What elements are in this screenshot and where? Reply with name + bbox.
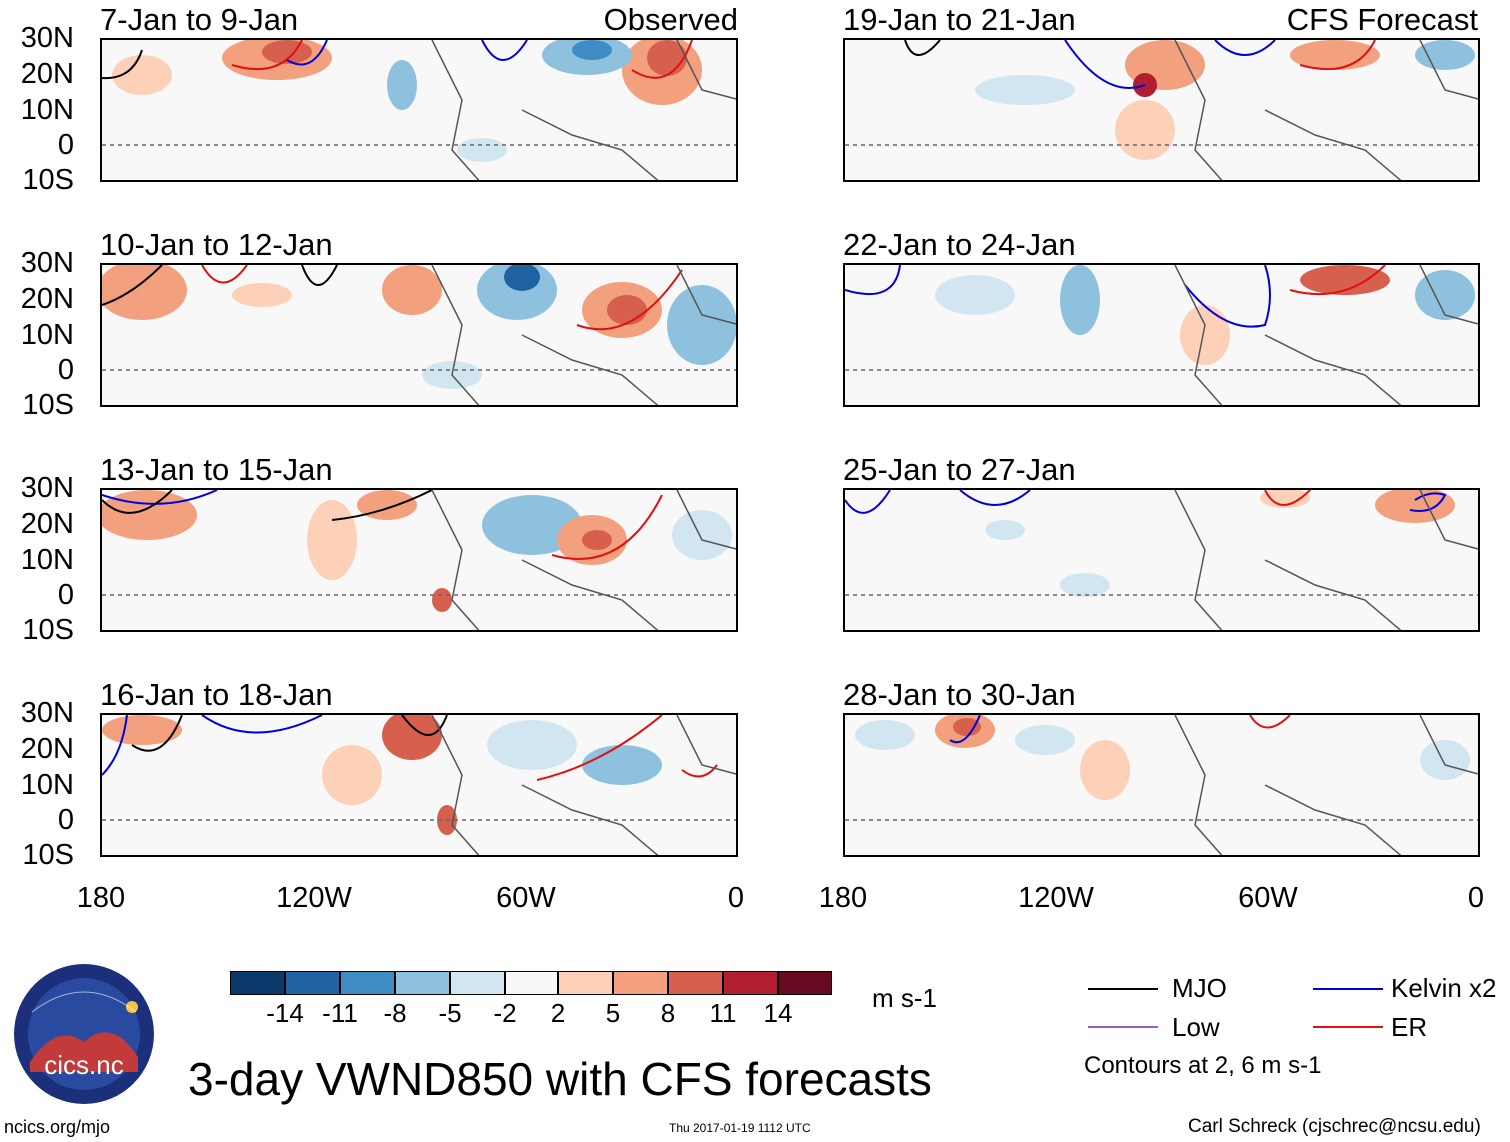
lon-label: 120W <box>1018 882 1094 914</box>
lat-label: 0 <box>57 804 74 836</box>
lon-label: 120W <box>276 882 352 914</box>
lat-label: 30N <box>20 472 74 504</box>
lat-label: 0 <box>57 129 74 161</box>
lat-label: 30N <box>20 247 74 279</box>
wind-map <box>100 713 738 857</box>
colorbar-swatch <box>450 971 505 995</box>
colorbar-swatch <box>778 971 832 995</box>
lat-label: 10N <box>20 319 74 351</box>
footer-author: Carl Schreck (cjschrec@ncsu.edu) <box>1188 1116 1481 1137</box>
colorbar-label: 2 <box>550 998 566 1028</box>
colorbar-swatch <box>340 971 395 995</box>
lat-label: 0 <box>57 354 74 386</box>
wind-map <box>100 263 738 407</box>
lon-label: 180 <box>76 882 126 914</box>
colorbar-label: -14 <box>266 998 304 1028</box>
lat-label: 10S <box>22 839 74 871</box>
lat-label: 20N <box>20 508 74 540</box>
legend-label-kelvin: Kelvin x2 <box>1391 973 1497 1003</box>
colorbar-swatch <box>558 971 613 995</box>
colorbar-label: 5 <box>605 998 621 1028</box>
colorbar-swatch <box>613 971 668 995</box>
wind-map <box>843 713 1480 857</box>
lon-label: 180 <box>818 882 868 914</box>
lat-label: 10N <box>20 94 74 126</box>
lat-label: 10N <box>20 544 74 576</box>
legend-swatch-mjo <box>1088 988 1158 990</box>
wind-map <box>843 488 1480 632</box>
panel-date-range: 13-Jan to 15-Jan <box>100 452 333 487</box>
legend-swatch-kelvin <box>1313 988 1383 990</box>
colorbar-label: -5 <box>438 998 462 1028</box>
panel-date-range: 10-Jan to 12-Jan <box>100 227 333 262</box>
forecast-label: CFS Forecast <box>1286 2 1478 37</box>
colorbar-label: 14 <box>763 998 793 1028</box>
wind-map <box>843 38 1480 182</box>
lat-label: 10N <box>20 769 74 801</box>
lon-label: 0 <box>727 882 745 914</box>
colorbar-swatch <box>395 971 450 995</box>
legend-label-mjo: MJO <box>1172 973 1227 1003</box>
lon-label: 60W <box>496 882 556 914</box>
colorbar-swatch <box>285 971 340 995</box>
legend-swatch-low <box>1088 1026 1158 1028</box>
footer-timestamp: Thu 2017-01-19 1112 UTC <box>669 1121 811 1135</box>
wind-map <box>843 263 1480 407</box>
panel-date-range: 22-Jan to 24-Jan <box>843 227 1076 262</box>
wind-map <box>100 38 738 182</box>
legend-swatch-er <box>1313 1026 1383 1028</box>
main-title: 3-day VWND850 with CFS forecasts <box>188 1053 932 1105</box>
contour-note: Contours at 2, 6 m s-1 <box>1084 1052 1322 1079</box>
lat-label: 20N <box>20 58 74 90</box>
lat-label: 30N <box>20 697 74 729</box>
panel-date-range: 25-Jan to 27-Jan <box>843 452 1076 487</box>
lat-label: 10S <box>22 389 74 421</box>
lon-label: 60W <box>1238 882 1298 914</box>
panel-date-range: 28-Jan to 30-Jan <box>843 677 1076 712</box>
cics-logo: cics.nc <box>12 962 156 1106</box>
panel-date-range: 19-Jan to 21-Jan <box>843 2 1076 37</box>
colorbar-label: -8 <box>383 998 407 1028</box>
legend-label-er: ER <box>1391 1012 1428 1042</box>
colorbar-label: 8 <box>660 998 676 1028</box>
colorbar-swatch <box>668 971 723 995</box>
panel-date-range: 16-Jan to 18-Jan <box>100 677 333 712</box>
colorbar-swatch <box>505 971 558 995</box>
logo-text: cics.nc <box>44 1050 123 1080</box>
lat-label: 30N <box>20 22 74 54</box>
colorbar-label: -2 <box>493 998 517 1028</box>
lat-label: 20N <box>20 733 74 765</box>
legend-label-low: Low <box>1172 1012 1220 1042</box>
colorbar-units: m s-1 <box>872 983 937 1013</box>
lat-label: 10S <box>22 164 74 196</box>
colorbar-label: 11 <box>709 998 737 1028</box>
lat-label: 20N <box>20 283 74 315</box>
observed-label: Observed <box>603 2 738 37</box>
lat-label: 10S <box>22 614 74 646</box>
lat-label: 0 <box>57 579 74 611</box>
lon-label: 0 <box>1467 882 1485 914</box>
wind-map <box>100 488 738 632</box>
logo-globe-icon: cics.nc <box>14 964 154 1104</box>
panel-date-range: 7-Jan to 9-Jan <box>100 2 299 37</box>
footer-url: ncics.org/mjo <box>4 1117 111 1137</box>
colorbar-swatch <box>230 971 285 995</box>
colorbar-label: -11 <box>322 998 358 1028</box>
colorbar-swatch <box>723 971 778 995</box>
